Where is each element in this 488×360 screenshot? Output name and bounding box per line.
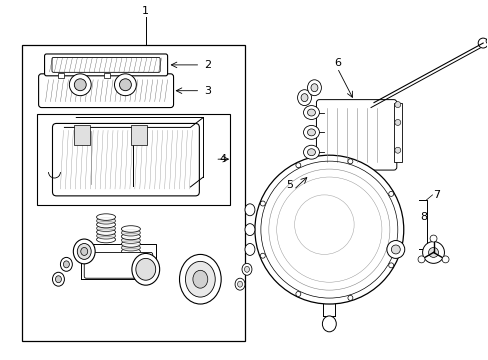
Bar — [74, 125, 90, 145]
Circle shape — [429, 235, 436, 242]
Circle shape — [260, 253, 265, 258]
Text: 8: 8 — [420, 212, 427, 222]
Bar — [131, 125, 146, 145]
FancyBboxPatch shape — [52, 123, 199, 196]
Bar — [37, 113, 230, 205]
Ellipse shape — [52, 272, 64, 286]
Text: 5: 5 — [285, 180, 292, 190]
Circle shape — [114, 74, 136, 96]
Ellipse shape — [136, 258, 155, 280]
Ellipse shape — [242, 264, 251, 275]
FancyBboxPatch shape — [44, 54, 167, 76]
Ellipse shape — [121, 237, 140, 243]
FancyBboxPatch shape — [39, 74, 173, 108]
Ellipse shape — [132, 253, 160, 285]
Ellipse shape — [237, 281, 242, 287]
Text: 3: 3 — [204, 86, 211, 96]
Ellipse shape — [244, 266, 249, 272]
Ellipse shape — [121, 233, 140, 240]
Ellipse shape — [96, 233, 115, 239]
Ellipse shape — [96, 217, 115, 224]
Ellipse shape — [63, 261, 69, 268]
Ellipse shape — [96, 221, 115, 228]
Ellipse shape — [303, 105, 319, 120]
Ellipse shape — [121, 229, 140, 236]
Circle shape — [388, 192, 393, 196]
Ellipse shape — [301, 94, 307, 102]
Bar — [393, 103, 401, 162]
Ellipse shape — [303, 145, 319, 159]
Ellipse shape — [192, 270, 207, 288]
Ellipse shape — [235, 278, 244, 290]
Circle shape — [422, 242, 444, 264]
Polygon shape — [81, 244, 155, 279]
Ellipse shape — [310, 84, 317, 92]
Circle shape — [74, 79, 86, 91]
Circle shape — [69, 74, 91, 96]
Ellipse shape — [121, 226, 140, 232]
Ellipse shape — [307, 109, 315, 116]
Ellipse shape — [303, 125, 319, 139]
Bar — [59, 73, 64, 78]
Ellipse shape — [121, 244, 140, 251]
Text: 6: 6 — [333, 58, 340, 68]
Ellipse shape — [244, 243, 254, 255]
Ellipse shape — [73, 239, 95, 264]
Circle shape — [390, 245, 400, 254]
Circle shape — [254, 155, 403, 304]
Ellipse shape — [322, 316, 336, 332]
Ellipse shape — [55, 276, 61, 283]
Ellipse shape — [297, 90, 311, 105]
Bar — [104, 73, 110, 78]
Ellipse shape — [121, 241, 140, 247]
Ellipse shape — [244, 224, 254, 235]
Circle shape — [427, 247, 438, 257]
Text: 4: 4 — [219, 154, 226, 164]
Ellipse shape — [121, 248, 140, 255]
Ellipse shape — [61, 257, 72, 271]
Ellipse shape — [307, 80, 321, 96]
Circle shape — [394, 147, 400, 153]
Circle shape — [119, 79, 131, 91]
Circle shape — [441, 256, 448, 263]
Bar — [21, 45, 244, 341]
Circle shape — [347, 159, 352, 164]
Text: 2: 2 — [204, 60, 211, 70]
FancyBboxPatch shape — [316, 100, 396, 170]
Circle shape — [295, 163, 300, 168]
Circle shape — [386, 240, 404, 258]
Circle shape — [260, 201, 265, 206]
Ellipse shape — [307, 149, 315, 156]
Ellipse shape — [244, 204, 254, 216]
Circle shape — [388, 263, 393, 268]
Circle shape — [394, 102, 400, 108]
Ellipse shape — [185, 261, 215, 297]
FancyBboxPatch shape — [84, 252, 152, 278]
Circle shape — [347, 296, 352, 300]
Ellipse shape — [179, 255, 221, 304]
Circle shape — [394, 120, 400, 125]
Text: 1: 1 — [142, 6, 149, 16]
Circle shape — [295, 292, 300, 297]
Circle shape — [417, 256, 424, 263]
Ellipse shape — [81, 247, 87, 255]
Text: 7: 7 — [432, 190, 439, 200]
Ellipse shape — [77, 243, 91, 260]
Ellipse shape — [96, 229, 115, 235]
Ellipse shape — [96, 225, 115, 231]
Ellipse shape — [307, 129, 315, 136]
Ellipse shape — [96, 236, 115, 243]
Ellipse shape — [96, 214, 115, 220]
